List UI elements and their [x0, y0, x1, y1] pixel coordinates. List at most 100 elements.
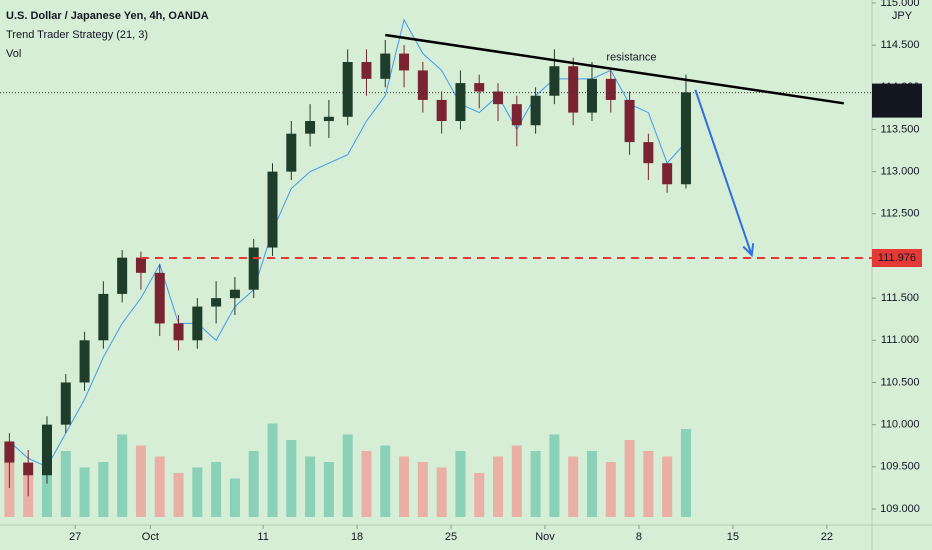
candle-body — [511, 104, 522, 126]
countdown-label: 03:04:45 — [876, 103, 919, 115]
candle-body — [342, 61, 353, 117]
volume-bar — [568, 456, 579, 517]
resistance-trendline — [385, 33, 844, 105]
volume-bar — [79, 467, 90, 517]
candle-body — [530, 95, 541, 126]
candle-body — [436, 99, 447, 122]
volume-bar — [323, 462, 334, 517]
candle-body — [173, 323, 184, 341]
y-tick-label: 111.000 — [881, 334, 919, 346]
volume-bar — [417, 462, 428, 517]
volume-bar — [549, 434, 560, 517]
y-tick-label: 110.000 — [881, 419, 920, 431]
candle-body — [549, 66, 560, 96]
volume-bar — [399, 456, 410, 517]
x-tick-label: 27 — [69, 531, 81, 543]
annotation: resistance — [606, 52, 656, 64]
x-tick-label: 25 — [445, 531, 457, 543]
candle-body — [192, 306, 203, 341]
candle-body — [361, 61, 372, 79]
volume-bar — [135, 445, 146, 517]
candle-body — [229, 289, 240, 299]
volume-bar — [173, 473, 184, 517]
candle-body — [23, 462, 34, 476]
volume-bar — [361, 451, 372, 517]
support-price-label: 111.976 — [878, 252, 916, 264]
candle-body — [455, 83, 466, 122]
y-tick-label: 113.500 — [881, 123, 920, 135]
chart-title: U.S. Dollar / Japanese Yen, 4h, OANDA — [6, 10, 209, 22]
volume-bar — [380, 445, 391, 517]
candle-body — [680, 92, 691, 185]
currency-label: JPY — [892, 10, 913, 22]
volume-label: Vol — [6, 48, 21, 60]
volume-bar — [305, 456, 316, 517]
last-price-box — [872, 83, 922, 118]
y-tick-label: 113.000 — [881, 166, 920, 178]
candle-body — [135, 257, 146, 273]
candle-body — [474, 83, 485, 92]
candle-body — [399, 53, 410, 71]
candle-body — [643, 142, 654, 164]
volume-bar — [60, 451, 71, 517]
y-tick-label: 111.500 — [881, 292, 919, 304]
candle-body — [586, 78, 597, 113]
volume-bar — [286, 440, 297, 517]
x-tick-label: Nov — [535, 531, 555, 543]
candle-body — [4, 441, 15, 463]
plot: resistance — [0, 18, 872, 517]
x-tick-label: 18 — [351, 531, 363, 543]
volume-bar — [98, 462, 109, 517]
volume-bar — [248, 451, 259, 517]
volume-bar — [662, 456, 673, 517]
candle-body — [79, 340, 90, 383]
volume-bar — [192, 467, 203, 517]
x-tick-label: Oct — [142, 531, 159, 543]
candle-body — [211, 298, 222, 307]
candle-body — [568, 66, 579, 113]
volume-bar — [493, 456, 504, 517]
volume-bar — [586, 451, 597, 517]
volume-bar — [530, 451, 541, 517]
candle-body — [286, 133, 297, 172]
candle-body — [154, 272, 165, 324]
last-price-label: 113.937 — [878, 87, 917, 99]
candle-body — [605, 78, 616, 100]
volume-bar — [624, 440, 635, 517]
candle-body — [98, 293, 109, 341]
candle-body — [248, 247, 259, 290]
candle-body — [417, 70, 428, 100]
arrow-head — [742, 243, 755, 258]
candle-body — [60, 382, 71, 425]
volume-bar — [154, 456, 165, 517]
volume-bar — [511, 445, 522, 517]
candle-body — [41, 424, 52, 476]
candle-body — [267, 171, 278, 248]
x-tick-label: 8 — [636, 531, 642, 543]
candle-body — [117, 257, 128, 294]
y-tick-label: 110.500 — [881, 376, 920, 388]
volume-bar — [643, 451, 654, 517]
y-tick-label: 109.500 — [880, 461, 920, 473]
y-tick-label: 112.500 — [881, 208, 920, 220]
candle-body — [323, 116, 334, 122]
y-tick-label: 115.000 — [881, 0, 920, 9]
volume-bar — [680, 429, 691, 517]
indicator-label: Trend Trader Strategy (21, 3) — [6, 29, 148, 41]
candle-body — [624, 99, 635, 143]
volume-bar — [342, 434, 353, 517]
volume-bar — [436, 467, 447, 517]
volume-bar — [474, 473, 485, 517]
volume-bar — [605, 462, 616, 517]
y-tick-label: 109.000 — [880, 503, 920, 515]
volume-bar — [117, 434, 128, 517]
volume-bar — [229, 478, 240, 517]
y-tick-label: 114.500 — [881, 39, 920, 51]
candle-body — [493, 91, 504, 105]
volume-bar — [267, 423, 278, 517]
x-tick-label: 11 — [257, 531, 268, 543]
candle-body — [305, 121, 316, 134]
x-tick-label: 22 — [821, 531, 833, 543]
